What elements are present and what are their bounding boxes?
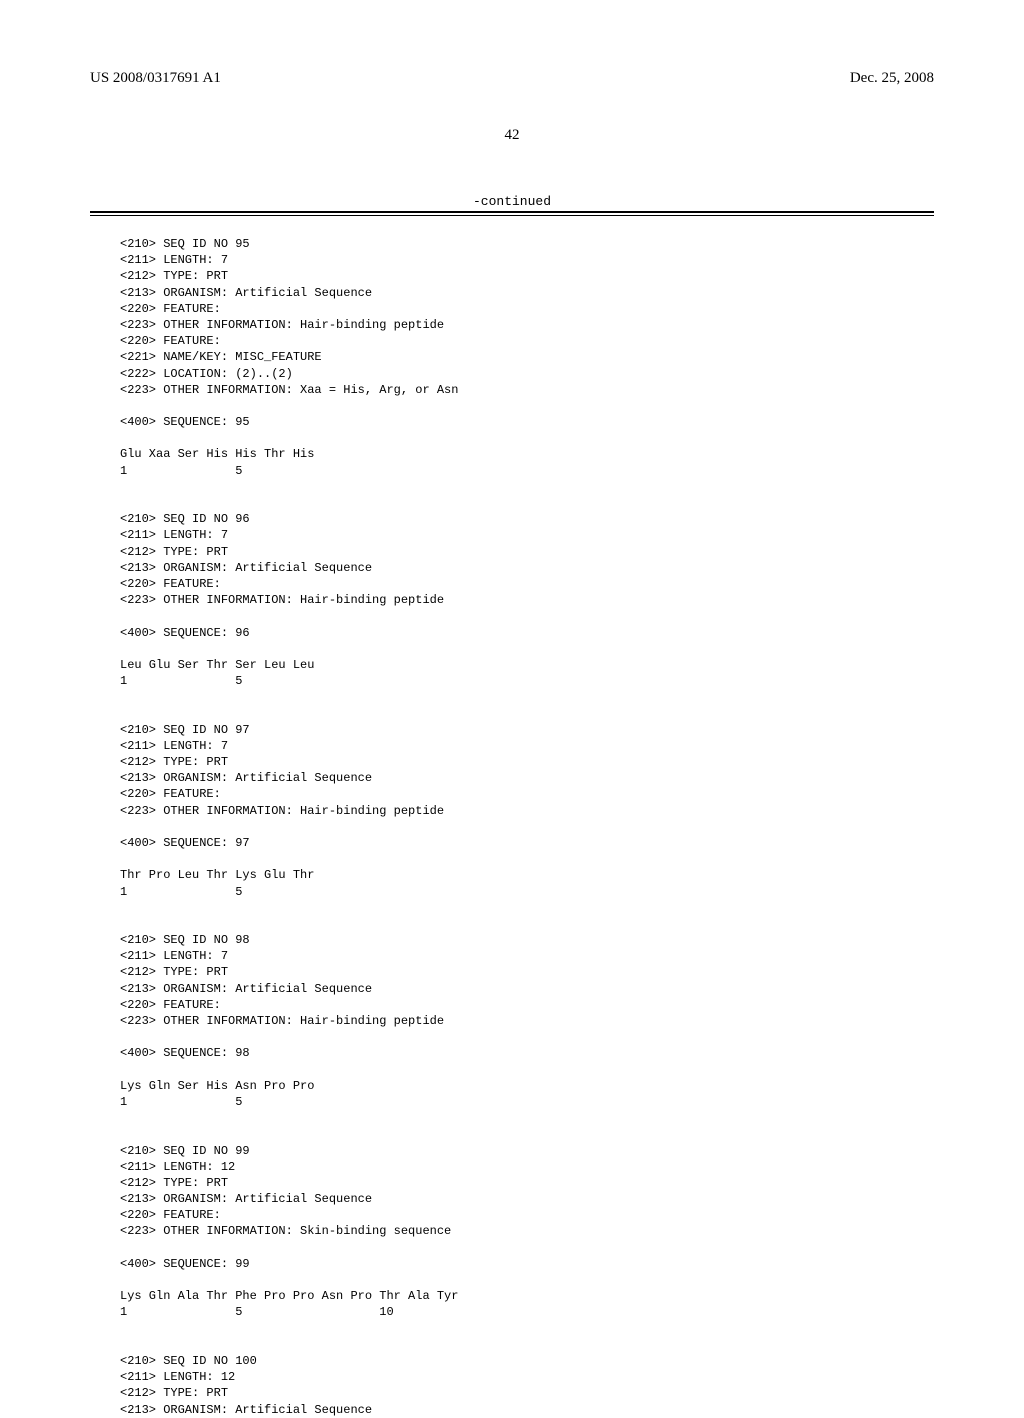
publication-date: Dec. 25, 2008 (850, 70, 934, 87)
continued-label: -continued (90, 194, 934, 209)
publication-number: US 2008/0317691 A1 (90, 70, 221, 87)
page-number: 42 (90, 127, 934, 144)
divider-thick (90, 211, 934, 213)
sequence-listing: <210> SEQ ID NO 95 <211> LENGTH: 7 <212>… (90, 236, 934, 1418)
divider-thin (90, 215, 934, 216)
page-header: US 2008/0317691 A1 Dec. 25, 2008 (90, 70, 934, 87)
patent-page: US 2008/0317691 A1 Dec. 25, 2008 42 -con… (0, 0, 1024, 1320)
